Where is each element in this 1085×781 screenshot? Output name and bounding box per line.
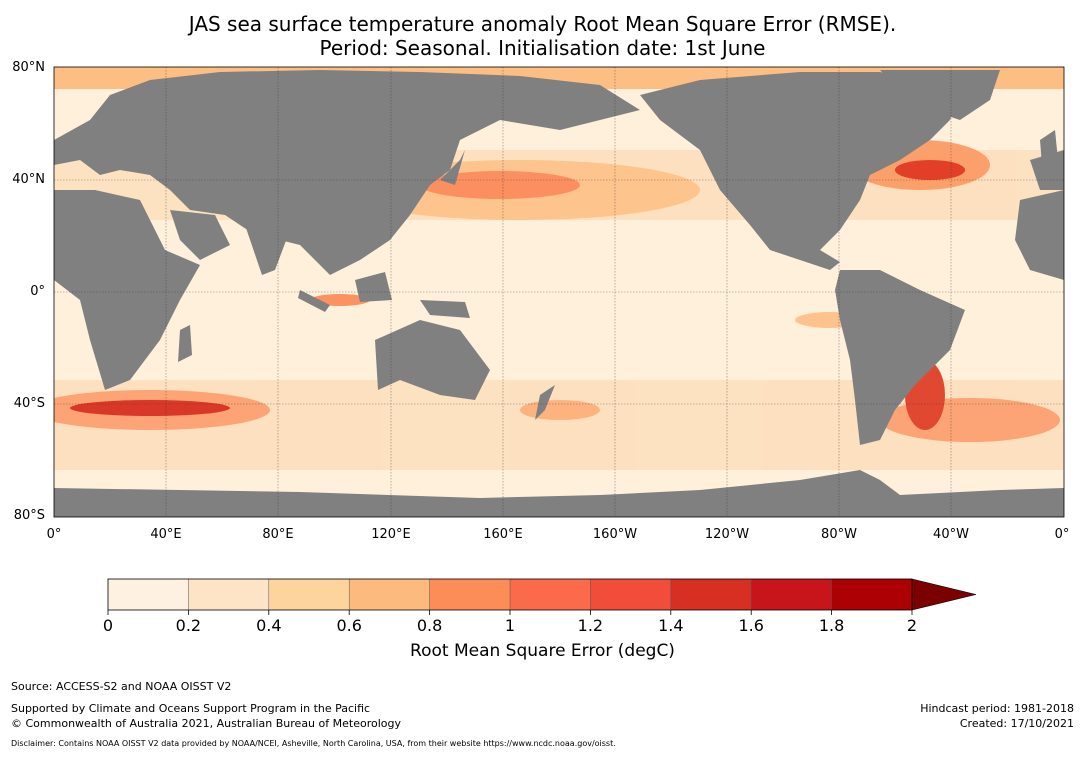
map-area (54, 67, 1064, 517)
colorbar-segment (108, 579, 189, 610)
land-north-america (640, 72, 960, 270)
colorbar-tick-label: 0.6 (336, 616, 362, 635)
colorbar-tick-label: 0.2 (175, 616, 202, 635)
land-madagascar (178, 325, 192, 362)
colorbar-segment (670, 579, 752, 610)
lon-label-80w: 80°W (821, 527, 857, 542)
lat-label-40s: 40°S (13, 396, 45, 411)
colorbar-tick-label: 2 (906, 616, 918, 635)
land-new-zealand (535, 385, 555, 420)
land-greenland (880, 70, 1000, 120)
colorbar (107, 578, 977, 615)
lon-label-40e: 40°E (150, 527, 182, 542)
colorbar-segment (751, 579, 833, 610)
colorbar-segment (510, 579, 591, 610)
land-africa (54, 190, 200, 390)
copyright-text: © Commonwealth of Australia 2021, Austra… (11, 717, 401, 730)
colorbar-extend-arrow (911, 578, 977, 611)
land-scandinavia (100, 95, 150, 140)
created-date-text: Created: 17/10/2021 (959, 717, 1074, 730)
lon-label-0-right: 0° (1054, 527, 1070, 542)
lat-label-80s: 80°S (13, 508, 45, 523)
land-sumatra (298, 290, 330, 312)
colorbar-segment (188, 579, 270, 610)
lon-label-40w: 40°W (933, 527, 969, 542)
colorbar-segment (590, 579, 672, 610)
land-antarctica (54, 470, 1064, 517)
hindcast-period-text: Hindcast period: 1981-2018 (920, 702, 1074, 715)
support-text: Supported by Climate and Oceans Support … (11, 702, 371, 715)
colorbar-tick-label: 0.4 (256, 616, 282, 635)
land-india (245, 225, 290, 275)
land-eurasia (54, 70, 640, 275)
colorbar-segment (349, 579, 431, 610)
colorbar-tick-label: 0 (102, 616, 114, 635)
colorbar-tick-label: 0.8 (416, 616, 443, 635)
colorbar-segment (429, 579, 511, 610)
colorbar-tick-label: 1.8 (818, 616, 845, 635)
lon-label-120e: 120°E (371, 527, 411, 542)
lon-label-120w: 120°W (704, 527, 750, 542)
lat-label-80n: 80°N (12, 60, 45, 75)
map-title-line-2: Period: Seasonal. Initialisation date: 1… (319, 36, 766, 60)
land (54, 70, 1064, 517)
lon-label-80e: 80°E (262, 527, 294, 542)
land-africa-west-edge (1015, 190, 1064, 280)
map-title-line-1: JAS sea surface temperature anomaly Root… (188, 12, 897, 36)
colorbar-tick-label: 1 (504, 616, 516, 635)
map-frame (53, 66, 1065, 518)
land-south-america (835, 270, 965, 445)
lat-label-equator: 0° (30, 284, 45, 299)
land-borneo (355, 272, 392, 302)
lat-label-40n: 40°N (12, 172, 45, 187)
lon-label-160e: 160°E (483, 527, 523, 542)
land-new-guinea (420, 300, 470, 318)
source-text: Source: ACCESS-S2 and NOAA OISST V2 (11, 680, 232, 693)
lon-label-160w: 160°W (592, 527, 638, 542)
colorbar-segment (268, 579, 350, 610)
land-arabia (170, 210, 230, 260)
disclaimer-text: Disclaimer: Contains NOAA OISST V2 data … (11, 739, 616, 748)
colorbar-tick-label: 1.4 (658, 616, 684, 635)
colorbar-label: Root Mean Square Error (degC) (410, 641, 675, 661)
colorbar-tick-label: 1.6 (738, 616, 764, 635)
colorbar-segment (831, 579, 913, 610)
land-japan (440, 150, 465, 185)
land-australia (375, 320, 490, 400)
colorbar-tick-label: 1.2 (577, 616, 604, 635)
lon-label-0-left: 0° (46, 527, 62, 542)
gridlines (54, 67, 1064, 517)
